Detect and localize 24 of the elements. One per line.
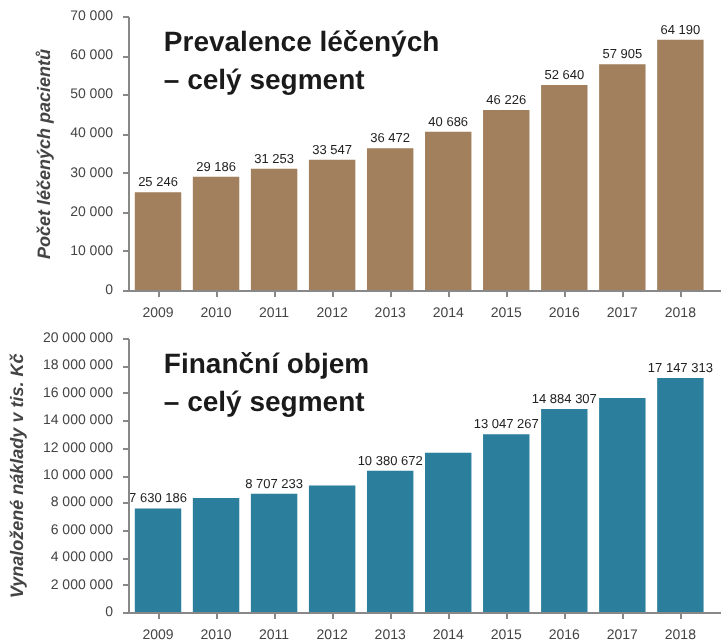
- bar: [483, 110, 530, 291]
- bar: [134, 192, 182, 291]
- bar: [366, 470, 414, 613]
- bar: [134, 508, 182, 613]
- bar: [599, 64, 646, 291]
- bar: [425, 452, 472, 613]
- y-axis-title: Vynaložené náklady v tis. Kč: [6, 353, 27, 599]
- bar: [250, 493, 298, 613]
- bar: [657, 39, 704, 291]
- text: Prevalence léčených – celý segment: [163, 25, 440, 96]
- bar: [192, 176, 240, 291]
- bar: [192, 497, 240, 613]
- bar: [483, 434, 530, 613]
- bar: [425, 131, 472, 291]
- bar: [366, 148, 414, 291]
- bar: [250, 168, 298, 291]
- bar: [657, 378, 704, 613]
- bar: [541, 84, 588, 291]
- text: Finanční objem – celý segment: [163, 347, 370, 418]
- y-axis-title: Počet léčených pacientů: [34, 47, 55, 260]
- bar: [599, 397, 646, 613]
- bar: [308, 485, 356, 613]
- bar: [541, 409, 588, 613]
- bar: [308, 159, 356, 291]
